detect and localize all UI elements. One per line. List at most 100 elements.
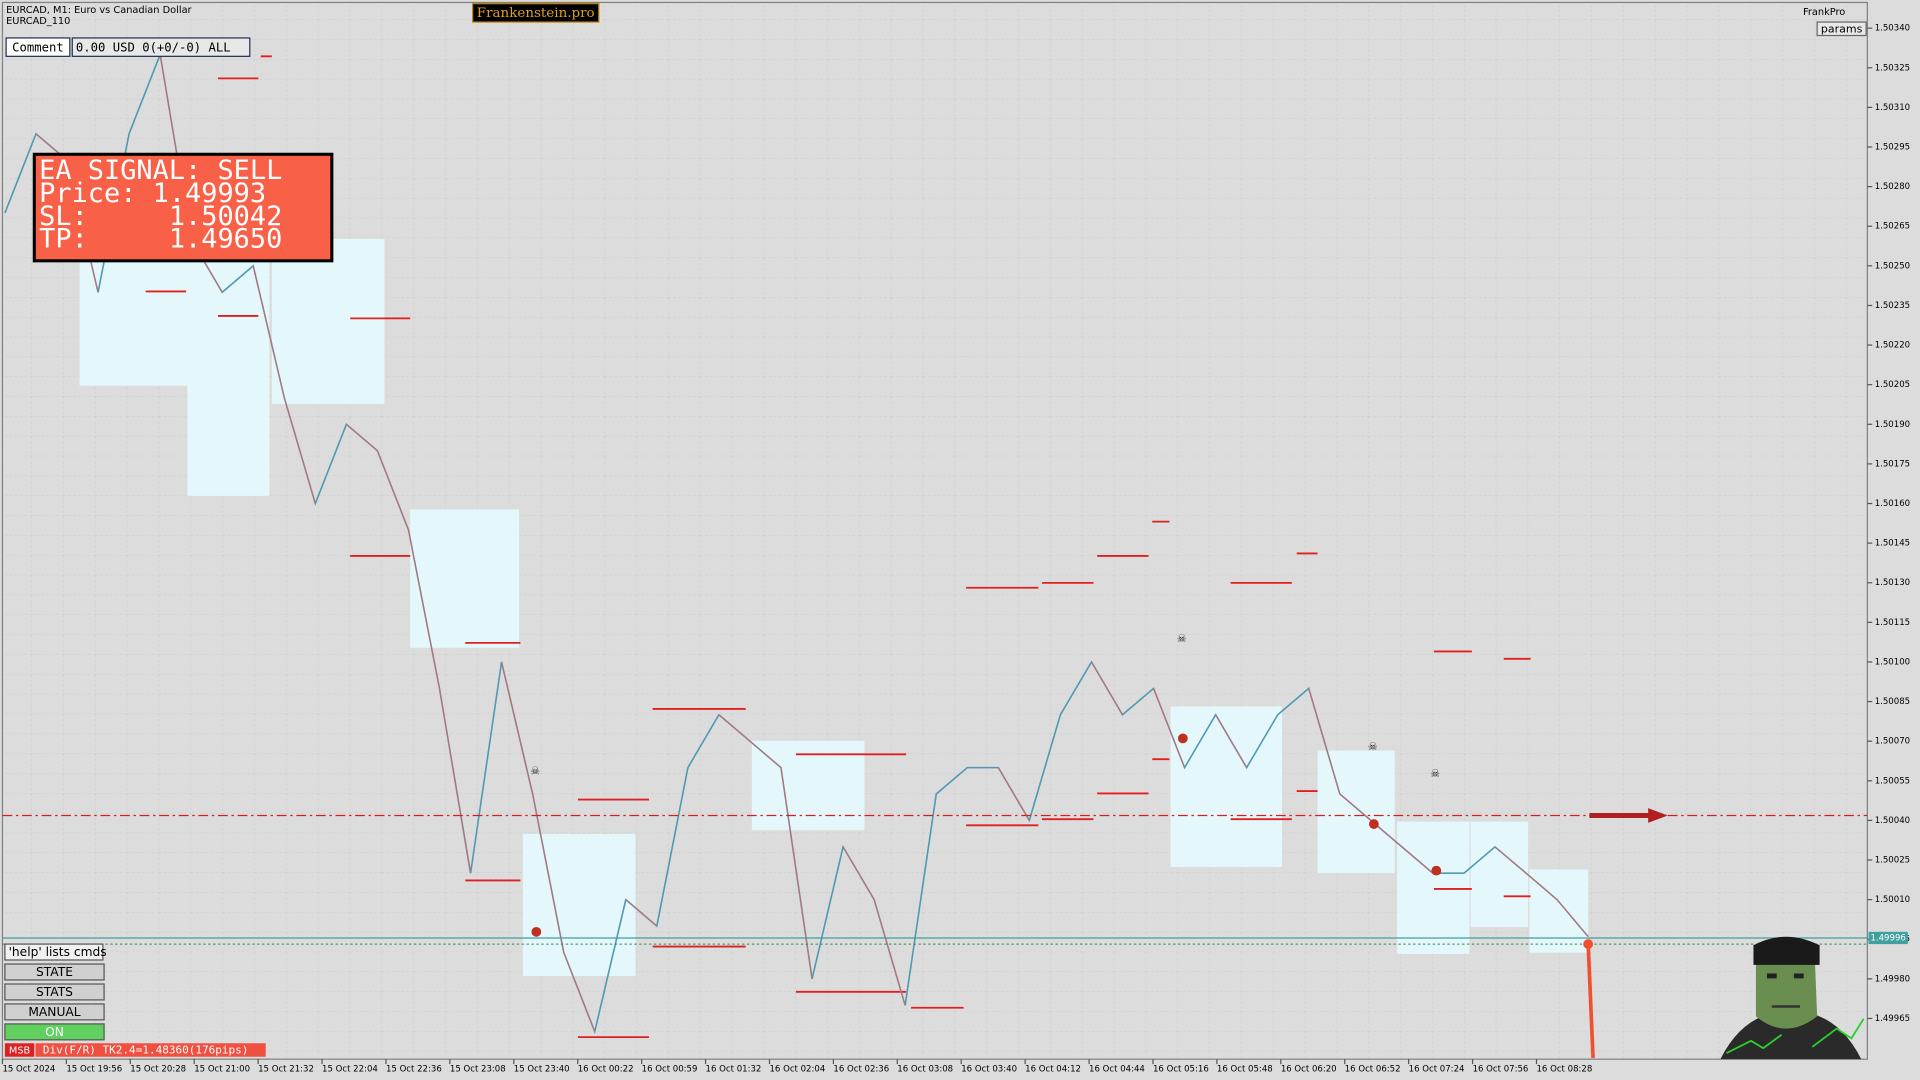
params-box[interactable] (1816, 21, 1867, 37)
candle-segment (1494, 846, 1527, 874)
candle-segment (1028, 714, 1061, 821)
brand-box (472, 3, 600, 23)
candle-segment (842, 846, 875, 900)
button-box[interactable] (4, 1003, 105, 1021)
symbol: EURCAD, M1: Euro vs Canadian Dollar (6, 5, 192, 16)
y-tick-label: 1.50145 (1875, 539, 1910, 549)
template: EURCAD_110 (6, 16, 70, 27)
svg-text:☠: ☠ (530, 764, 540, 777)
button[interactable]: 'help' lists cmds (9, 945, 107, 959)
button-box[interactable] (4, 943, 104, 961)
y-tick-label: 1.49965 (1875, 1014, 1910, 1024)
candle-segment (501, 661, 534, 795)
candle-segment (314, 424, 347, 504)
y-tick-label: 1.50070 (1875, 737, 1910, 747)
sell-projection (1586, 944, 1595, 1059)
y-tick-label: 1.50280 (1875, 182, 1910, 192)
y-tick-label: 1.50160 (1875, 499, 1910, 509)
zone (522, 833, 636, 976)
signal-line: SL: 1.50042 (39, 201, 282, 232)
button[interactable]: STATE (36, 965, 73, 979)
current-price: 1.49996 (1870, 933, 1905, 943)
y-tick-label: 1.50175 (1875, 459, 1910, 469)
candle-segment (1090, 661, 1124, 716)
svg-text:☠: ☠ (1368, 740, 1378, 753)
x-tick-label: 16 Oct 06:20 (1281, 1064, 1337, 1074)
candle-segment (1246, 714, 1279, 768)
candle-segment (1308, 688, 1341, 795)
candle-segment (407, 529, 441, 689)
candle-segment (376, 450, 410, 531)
status-tag: MSB (9, 1046, 31, 1057)
x-tick-label: 15 Oct 2024 (2, 1064, 55, 1074)
x-tick-label: 15 Oct 22:04 (322, 1064, 378, 1074)
x-tick-label: 16 Oct 08:28 (1536, 1064, 1592, 1074)
candle-segment (1277, 687, 1310, 716)
button[interactable]: ON (45, 1025, 64, 1039)
x-tick-label: 16 Oct 05:48 (1217, 1064, 1273, 1074)
x-tick-label: 16 Oct 02:04 (769, 1064, 825, 1074)
candle-segment (1184, 714, 1217, 768)
x-tick-label: 15 Oct 23:08 (450, 1064, 506, 1074)
params-button[interactable]: params (1821, 22, 1863, 35)
candle-segment (656, 767, 689, 927)
signal-line: TP: 1.49650 (39, 224, 282, 255)
y-tick-label: 1.50040 (1875, 816, 1910, 826)
zone (1170, 706, 1283, 867)
x-tick-label: 16 Oct 00:59 (642, 1064, 698, 1074)
button[interactable]: MANUAL (28, 1005, 80, 1019)
levels (145, 55, 1531, 1039)
candle-segment (1152, 688, 1186, 768)
y-tick-label: 1.50250 (1875, 261, 1910, 271)
x-tick-label: 16 Oct 04:12 (1025, 1064, 1081, 1074)
x-tick-label: 16 Oct 06:52 (1345, 1064, 1401, 1074)
candle-segment (811, 846, 844, 979)
time-axis: 15 Oct 2024 15 Oct 19:56 15 Oct 20:28 15 Oc… (1, 1059, 1592, 1074)
candle-segment (873, 899, 906, 1006)
markers (531, 733, 1442, 937)
y-tick-label: 1.50115 (1875, 618, 1910, 628)
candle-segment (1463, 846, 1496, 874)
x-tick-label: 15 Oct 20:28 (130, 1064, 186, 1074)
x-tick-label: 15 Oct 21:32 (258, 1064, 314, 1074)
candle-segment (749, 740, 782, 769)
zone (410, 509, 520, 648)
x-tick-label: 15 Oct 23:40 (514, 1064, 570, 1074)
x-tick-label: 16 Oct 03:40 (961, 1064, 1017, 1074)
y-tick-label: 1.50340 (1875, 24, 1910, 34)
candle-segment (1339, 793, 1372, 821)
x-tick-label: 16 Oct 01:32 (706, 1064, 762, 1074)
zone (271, 238, 385, 405)
current-price-tag (1868, 931, 1908, 945)
button-box[interactable] (4, 963, 105, 981)
zone (1529, 869, 1589, 953)
candle-segment (345, 423, 378, 452)
x-tick-label: 15 Oct 21:00 (194, 1064, 250, 1074)
candle-segment (687, 714, 720, 768)
comment-value-box (71, 37, 251, 57)
candle-segment (997, 767, 1030, 821)
mascot (1720, 936, 1865, 1060)
candle-segment (1215, 714, 1248, 768)
x-tick-label: 15 Oct 19:56 (66, 1064, 122, 1074)
status-tag-box (4, 1043, 35, 1057)
candle-segment (625, 899, 658, 927)
y-tick-label: 1.49980 (1875, 974, 1910, 984)
button-box[interactable] (4, 1023, 105, 1041)
button-box[interactable] (4, 983, 105, 1001)
x-tick-label: 16 Oct 05:16 (1153, 1064, 1209, 1074)
x-tick-label: 16 Oct 07:56 (1473, 1064, 1529, 1074)
signal-title: EA SIGNAL: SELL (39, 155, 282, 186)
price-axis: 1.50340 1.50325 1.50310 1.50295 1.50280 1.502… (1867, 24, 1910, 1024)
y-tick-label: 1.50235 (1875, 301, 1910, 311)
candle-segment (438, 688, 472, 874)
x-tick-label: 16 Oct 04:44 (1089, 1064, 1145, 1074)
account: FrankPro (1803, 7, 1845, 18)
button[interactable]: STATS (36, 985, 73, 999)
comment-label: Comment (12, 40, 64, 54)
arrow-head (1648, 808, 1668, 823)
status-box (35, 1043, 266, 1057)
